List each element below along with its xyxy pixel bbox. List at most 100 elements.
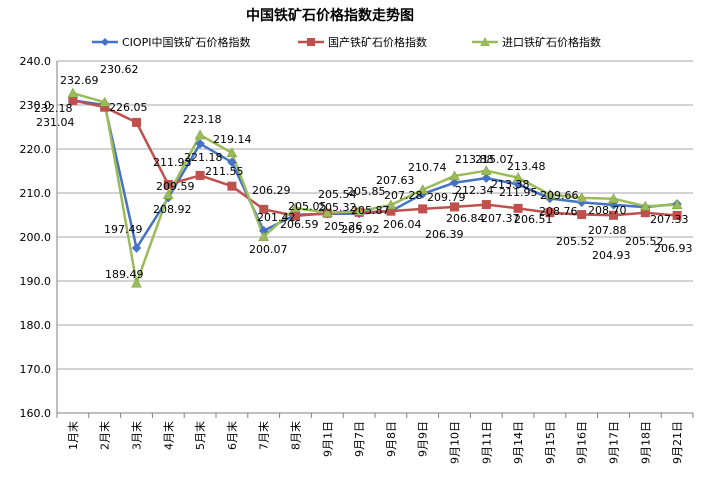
data-label: 208.92 — [153, 203, 192, 216]
data-point — [544, 188, 556, 199]
data-label: 206.39 — [425, 228, 464, 241]
data-point — [512, 172, 524, 182]
data-label: 207.88 — [588, 224, 627, 237]
data-label: 211.93 — [153, 156, 192, 169]
y-tick-label: 220.0 — [20, 143, 52, 156]
y-tick-label: 160.0 — [20, 407, 52, 420]
data-label: 207.28 — [384, 189, 423, 202]
data-label: 219.14 — [213, 133, 252, 146]
x-tick-label: 9月9日 — [417, 421, 430, 457]
data-label: 221.18 — [184, 151, 223, 164]
data-point — [385, 199, 397, 210]
data-point — [545, 208, 555, 218]
data-label: 232.69 — [60, 74, 99, 87]
x-tick-label: 9月18日 — [639, 421, 652, 464]
data-label: 200.07 — [249, 243, 288, 256]
data-label: 205.87 — [351, 204, 390, 217]
x-tick-label: 9月15日 — [544, 421, 557, 464]
legend-marker — [307, 38, 315, 46]
data-label: 207.63 — [376, 174, 415, 187]
data-point — [449, 170, 460, 181]
data-label: 209.79 — [427, 191, 466, 204]
legend-marker — [480, 37, 490, 46]
x-tick-label: 4月末 — [161, 421, 175, 450]
data-point — [132, 117, 141, 127]
data-label: 232.18 — [34, 102, 73, 115]
y-tick-label: 180.0 — [20, 319, 52, 332]
y-tick-label: 200.0 — [20, 231, 52, 244]
data-label: 205.54 — [318, 188, 357, 201]
legend-marker — [101, 38, 109, 46]
data-point — [513, 203, 523, 213]
data-label: 226.05 — [109, 101, 148, 114]
data-label: 207.33 — [650, 213, 689, 226]
data-point — [671, 199, 683, 209]
data-point — [353, 205, 365, 216]
data-label: 209.66 — [540, 189, 579, 202]
data-label: 205.52 — [556, 235, 595, 248]
data-point — [608, 193, 619, 203]
data-label: 205.85 — [347, 185, 386, 198]
data-label: 211.55 — [205, 165, 244, 178]
data-label: 230.62 — [100, 63, 139, 76]
x-tick-label: 3月末 — [130, 421, 144, 450]
data-point — [195, 139, 205, 149]
x-tick-label: 5月末 — [193, 421, 207, 450]
x-tick-label: 8月末 — [289, 421, 303, 450]
data-label: 204.93 — [592, 249, 631, 262]
data-label: 209.59 — [156, 180, 195, 193]
x-tick-label: 9月7日 — [353, 421, 366, 457]
data-label: 205.26 — [324, 220, 363, 233]
data-label: 213.48 — [507, 160, 546, 173]
data-point — [194, 129, 206, 140]
data-label: 206.51 — [514, 213, 553, 226]
data-point — [609, 210, 618, 220]
x-tick-label: 7月末 — [257, 421, 271, 450]
x-tick-label: 9月17日 — [608, 421, 621, 464]
data-label: 207.37 — [481, 212, 520, 225]
data-point — [99, 96, 111, 107]
data-point — [480, 165, 492, 175]
series-layer — [67, 87, 683, 288]
data-point — [290, 202, 301, 213]
y-tick-label: 170.0 — [20, 363, 52, 376]
data-point — [227, 157, 237, 167]
data-point — [481, 173, 492, 183]
series-line — [72, 91, 678, 285]
data-point — [639, 200, 651, 211]
data-point — [259, 204, 269, 214]
data-point — [576, 192, 588, 203]
y-tick-label: 190.0 — [20, 275, 52, 288]
data-label: 205.92 — [341, 223, 380, 236]
x-tick-label: 2月末 — [98, 421, 112, 450]
x-tick-label: 9月16日 — [576, 421, 589, 464]
data-point — [67, 87, 79, 98]
data-label: 215.07 — [475, 153, 514, 166]
legend: CIOPI中国铁矿石价格指数 国产铁矿石价格指数 进口铁矿石价格指数 — [92, 35, 601, 49]
data-label: 206.29 — [252, 184, 291, 197]
y-tick-label: 210.0 — [20, 187, 52, 200]
x-tick-label: 9月1日 — [321, 421, 334, 457]
data-label: 213.88 — [455, 153, 494, 166]
x-tick-label: 9月10日 — [449, 421, 462, 464]
data-label: 213.38 — [491, 178, 530, 191]
legend-label: CIOPI中国铁矿石价格指数 — [122, 35, 250, 49]
data-label: 205.05 — [288, 200, 327, 213]
axes: 160.0 170.0 180.0 190.0 200.0 210.0 220.0 230.0… — [20, 55, 694, 464]
data-label: 212.34 — [455, 184, 494, 197]
x-tick-label: 6月末 — [225, 421, 239, 450]
data-label: 206.84 — [446, 212, 485, 225]
data-label: 231.04 — [36, 116, 75, 129]
data-point — [672, 210, 682, 220]
data-point — [418, 204, 428, 214]
data-label: 211.95 — [499, 186, 538, 199]
data-point — [227, 181, 237, 191]
data-label: 205.52 — [625, 235, 664, 248]
data-point — [195, 170, 205, 180]
x-tick-label: 9月14日 — [512, 421, 525, 464]
x-tick-label: 9月21日 — [671, 421, 684, 464]
data-label: 206.04 — [383, 218, 422, 231]
data-point — [481, 200, 491, 210]
